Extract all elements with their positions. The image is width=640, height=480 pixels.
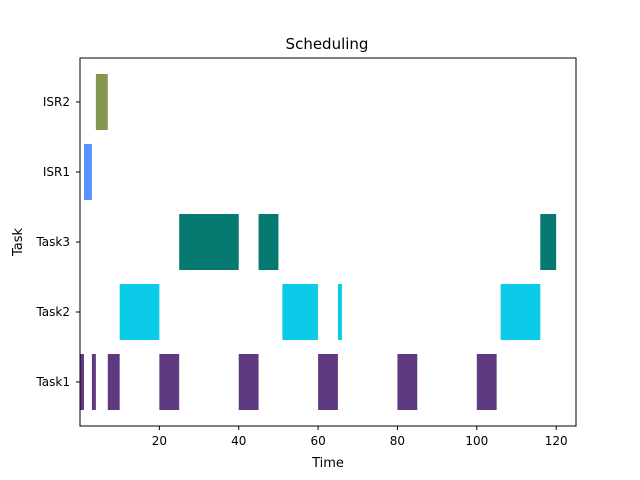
bar-task1-7 [476,354,497,410]
y-tick-label-task3: Task3 [35,235,70,249]
bars-layer [80,74,557,410]
y-axis-label: Task [11,228,26,258]
bar-task2-3 [500,284,541,340]
bar-task2-0 [119,284,160,340]
bar-isr1-0 [83,144,92,200]
bar-task1-5 [318,354,338,410]
bar-task2-1 [282,284,319,340]
bar-task1-4 [238,354,259,410]
x-axis-ticks: 20 40 60 80 100 120 [152,426,568,448]
bar-task3-0 [179,214,239,270]
x-tick-label: 80 [390,434,405,448]
y-axis-ticks: Task1 Task2 Task3 ISR1 ISR2 [35,95,80,389]
bar-isr2-0 [95,74,108,130]
y-tick-label-task2: Task2 [35,305,70,319]
bar-task2-2 [337,284,342,340]
bar-task1-6 [397,354,418,410]
y-tick-label-isr2: ISR2 [43,95,70,109]
y-tick-label-task1: Task1 [35,375,70,389]
x-tick-label: 40 [231,434,246,448]
x-tick-label: 100 [465,434,488,448]
bar-task3-1 [258,214,279,270]
chart-title: Scheduling [286,35,369,53]
x-tick-label: 120 [545,434,568,448]
bar-task1-3 [159,354,180,410]
bar-task1-0 [80,354,84,410]
y-tick-label-isr1: ISR1 [43,165,70,179]
bar-task1-1 [91,354,96,410]
x-tick-label: 60 [310,434,325,448]
x-tick-label: 20 [152,434,167,448]
bar-task1-2 [107,354,120,410]
bar-task3-2 [540,214,557,270]
x-axis-label: Time [311,456,344,471]
